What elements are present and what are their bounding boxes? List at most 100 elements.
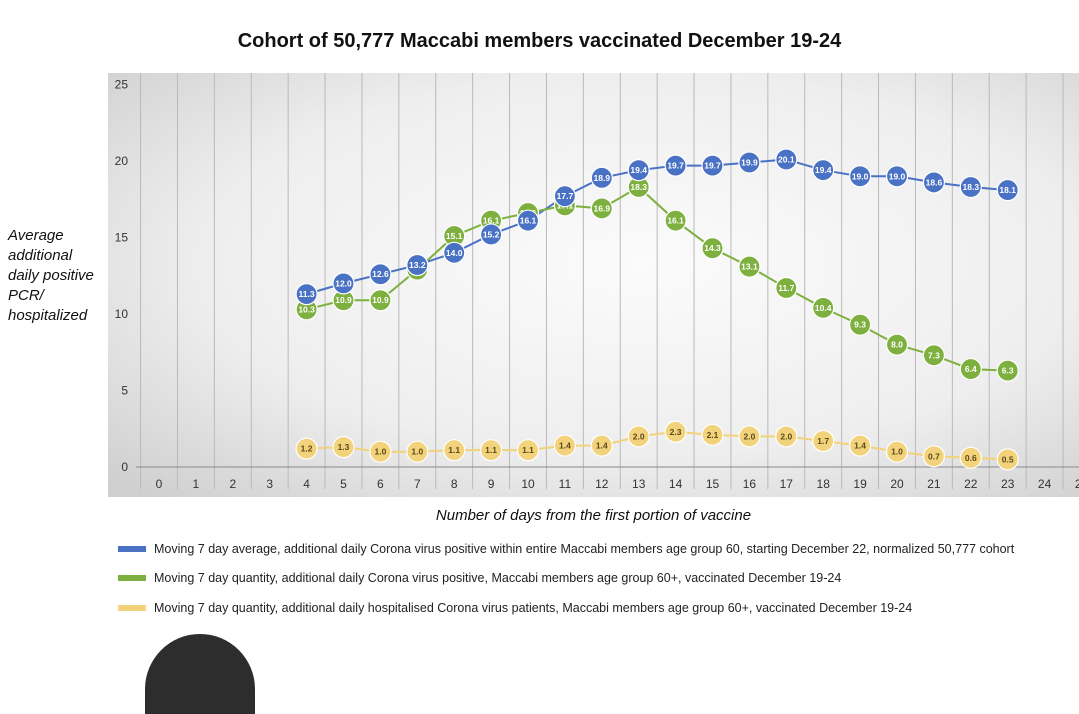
data-label-yellow: 1.0 [374,447,386,457]
data-label-green: 10.4 [815,303,832,313]
x-tick-label: 23 [1001,477,1015,491]
data-label-yellow: 1.4 [559,441,571,451]
y-axis-label-line: Average [8,227,64,244]
legend-swatch-blue [118,546,146,552]
data-point-yellow [590,434,613,457]
x-tick-label: 2 [229,477,236,491]
legend-item-green: Moving 7 day quantity, additional daily … [118,568,841,588]
data-point-green [922,344,946,367]
data-label-green: 9.3 [854,320,866,330]
y-axis-label-line: additional [8,247,73,264]
data-point-green [738,255,761,278]
x-tick-label: 12 [595,477,609,491]
legend-label: Moving 7 day quantity, additional daily … [154,601,913,615]
data-label-yellow: 1.3 [338,442,350,452]
data-point-yellow [627,425,650,448]
data-label-yellow: 1.0 [891,447,903,457]
y-axis-label-line: PCR/ [8,287,44,304]
data-label-green: 11.7 [778,283,794,293]
data-point-yellow [738,425,761,448]
data-point-yellow [996,448,1019,471]
data-point-blue [590,166,613,189]
data-point-green [959,357,982,381]
data-point-yellow [701,423,724,446]
x-tick-label: 15 [706,477,720,491]
data-point-yellow [885,440,909,463]
data-point-blue [885,165,909,188]
data-label-blue: 15.2 [483,229,500,239]
data-label-blue: 16.1 [520,216,537,226]
data-label-green: 16.1 [483,216,500,226]
data-point-blue [332,272,355,295]
data-point-green [664,209,687,232]
data-label-green: 16.1 [667,216,684,226]
legend-label: Moving 7 day average, additional daily C… [154,542,1015,556]
data-label-yellow: 1.1 [485,445,497,455]
x-tick-label: 14 [669,477,683,491]
x-tick-label: 9 [488,477,495,491]
data-label-green: 13.1 [741,262,758,272]
data-point-blue [738,151,761,174]
legend-item-yellow: Moving 7 day quantity, additional daily … [118,598,912,618]
data-label-yellow: 0.7 [928,451,940,461]
data-label-green: 6.3 [1002,366,1014,376]
data-label-yellow: 1.0 [411,447,423,457]
data-point-yellow [553,434,577,457]
data-label-yellow: 2.0 [780,431,792,441]
data-point-yellow [664,420,687,443]
data-label-yellow: 1.2 [301,444,313,454]
x-tick-label: 7 [414,477,421,491]
data-point-green [590,197,613,220]
data-point-blue [369,263,392,286]
data-label-yellow: 1.4 [854,441,866,451]
data-point-blue [553,185,577,208]
data-label-yellow: 2.3 [670,427,682,437]
y-tick-label: 20 [115,154,129,168]
data-label-blue: 18.1 [999,185,1016,195]
data-point-blue [775,148,798,171]
data-label-blue: 19.7 [704,161,721,171]
data-point-blue [701,154,724,177]
data-point-blue [295,283,318,306]
data-point-blue [406,253,429,277]
x-tick-label: 24 [1038,477,1052,491]
x-tick-label: 18 [817,477,831,491]
data-label-blue: 20.1 [778,154,795,164]
data-label-green: 10.9 [335,295,352,305]
data-label-yellow: 2.0 [743,431,755,441]
x-tick-label: 16 [743,477,757,491]
data-point-green [369,289,392,312]
chart-title: Cohort of 50,777 Maccabi members vaccina… [237,30,842,52]
data-label-green: 6.4 [965,364,977,374]
data-label-blue: 19.9 [741,158,758,168]
legend-label: Moving 7 day quantity, additional daily … [154,571,842,585]
y-tick-label: 0 [121,460,128,474]
data-point-blue [443,241,466,264]
x-tick-label: 17 [780,477,794,491]
data-label-blue: 13.2 [409,260,426,270]
data-label-blue: 19.7 [667,161,684,171]
data-point-yellow [812,429,835,453]
data-label-yellow: 1.1 [522,445,534,455]
data-label-green: 7.3 [928,350,940,360]
x-tick-label: 13 [632,477,646,491]
data-label-yellow: 0.5 [1002,454,1014,464]
x-axis-label: Number of days from the first portion of… [435,507,752,524]
data-point-blue [922,171,946,194]
data-label-yellow: 1.4 [596,441,608,451]
data-label-blue: 19.4 [630,165,647,175]
data-point-green [701,237,724,260]
y-axis-label-line: daily positive [8,267,94,284]
data-point-blue [959,175,982,199]
x-tick-label: 22 [964,477,978,491]
data-label-blue: 17.7 [557,191,574,201]
line-chart: 0 1 2 3 4 5 6 7 8 9 10 11 12 13 14 15 16 17 18 19 20 21 22 23 24… [108,73,1079,497]
y-axis-label-line: hospitalized [8,307,88,324]
data-label-blue: 19.0 [852,171,869,181]
data-point-yellow [332,436,355,459]
x-tick-label: 8 [451,477,458,491]
y-axis-label: Average additional daily positive PCR/ h… [8,226,108,326]
y-tick-label: 25 [115,78,129,92]
data-label-green: 10.9 [372,295,389,305]
x-tick-label: 5 [340,477,347,491]
